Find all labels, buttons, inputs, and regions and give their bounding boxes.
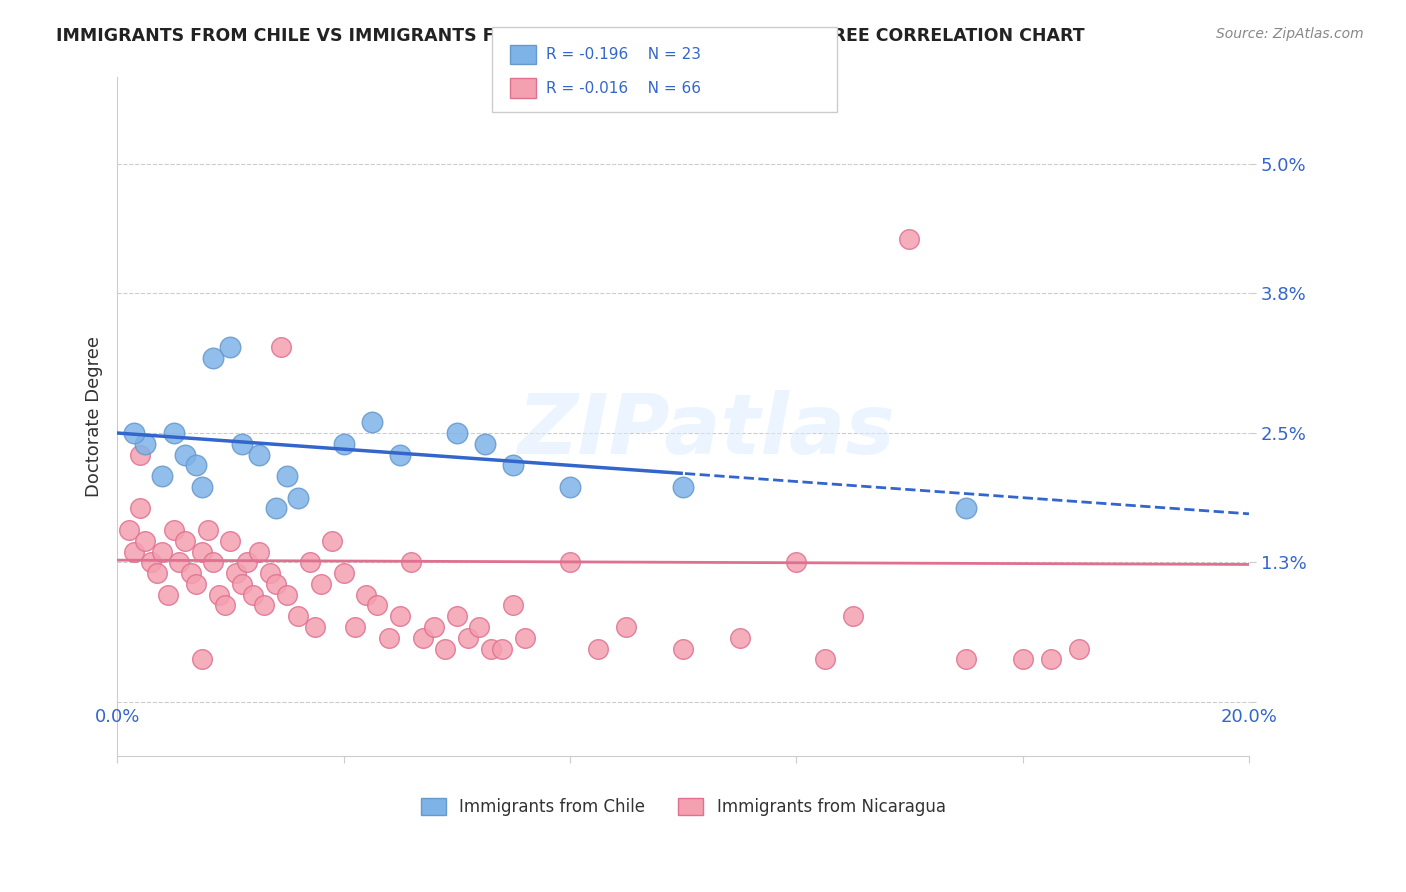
Point	[401, 555, 423, 569]
Point	[558, 480, 581, 494]
Point	[446, 609, 468, 624]
Point	[219, 533, 242, 548]
Point	[276, 469, 298, 483]
Point	[842, 609, 865, 624]
Point	[231, 577, 253, 591]
Text: R = -0.196    N = 23: R = -0.196 N = 23	[546, 47, 700, 62]
Point	[174, 533, 197, 548]
Point	[423, 620, 446, 634]
Point	[287, 609, 309, 624]
Point	[457, 631, 479, 645]
Point	[474, 437, 496, 451]
Point	[247, 544, 270, 558]
Point	[122, 544, 145, 558]
Point	[186, 458, 208, 473]
Point	[231, 437, 253, 451]
Point	[186, 577, 208, 591]
Point	[513, 631, 536, 645]
Point	[128, 501, 150, 516]
Point	[214, 599, 236, 613]
Point	[174, 448, 197, 462]
Point	[332, 437, 354, 451]
Point	[287, 491, 309, 505]
Text: 20.0%: 20.0%	[1220, 707, 1278, 726]
Text: Source: ZipAtlas.com: Source: ZipAtlas.com	[1216, 27, 1364, 41]
Text: R = -0.016    N = 66: R = -0.016 N = 66	[546, 81, 700, 95]
Point	[264, 501, 287, 516]
Point	[360, 415, 382, 429]
Point	[270, 340, 292, 354]
Point	[1039, 652, 1062, 666]
Point	[332, 566, 354, 580]
Point	[242, 588, 264, 602]
Point	[389, 609, 412, 624]
Point	[134, 437, 156, 451]
Point	[309, 577, 332, 591]
Point	[253, 599, 276, 613]
Point	[502, 599, 524, 613]
Point	[122, 425, 145, 440]
Point	[157, 588, 180, 602]
Point	[728, 631, 751, 645]
Point	[259, 566, 281, 580]
Point	[491, 641, 513, 656]
Point	[146, 566, 169, 580]
Point	[955, 501, 977, 516]
Legend: Immigrants from Chile, Immigrants from Nicaragua: Immigrants from Chile, Immigrants from N…	[413, 791, 952, 822]
Point	[152, 469, 174, 483]
Point	[434, 641, 457, 656]
Point	[479, 641, 502, 656]
Point	[191, 480, 214, 494]
Point	[208, 588, 231, 602]
Text: IMMIGRANTS FROM CHILE VS IMMIGRANTS FROM NICARAGUA DOCTORATE DEGREE CORRELATION : IMMIGRANTS FROM CHILE VS IMMIGRANTS FROM…	[56, 27, 1085, 45]
Text: ZIPatlas: ZIPatlas	[517, 390, 894, 471]
Point	[236, 555, 259, 569]
Point	[898, 232, 921, 246]
Point	[558, 555, 581, 569]
Point	[219, 340, 242, 354]
Point	[247, 448, 270, 462]
Point	[616, 620, 638, 634]
Point	[468, 620, 491, 634]
Point	[412, 631, 434, 645]
Point	[955, 652, 977, 666]
Point	[502, 458, 524, 473]
Point	[298, 555, 321, 569]
Point	[264, 577, 287, 591]
Point	[321, 533, 343, 548]
Point	[813, 652, 835, 666]
Point	[446, 425, 468, 440]
Point	[197, 523, 219, 537]
Point	[304, 620, 326, 634]
Point	[672, 480, 695, 494]
Point	[202, 555, 225, 569]
Point	[785, 555, 807, 569]
Point	[225, 566, 247, 580]
Point	[366, 599, 388, 613]
Point	[152, 544, 174, 558]
Point	[191, 544, 214, 558]
Point	[672, 641, 695, 656]
Point	[163, 425, 186, 440]
Text: 0.0%: 0.0%	[94, 707, 139, 726]
Point	[586, 641, 609, 656]
Point	[169, 555, 191, 569]
Point	[343, 620, 366, 634]
Point	[202, 351, 225, 365]
Y-axis label: Doctorate Degree: Doctorate Degree	[86, 336, 103, 498]
Point	[163, 523, 186, 537]
Point	[276, 588, 298, 602]
Point	[354, 588, 377, 602]
Point	[1069, 641, 1091, 656]
Point	[1011, 652, 1033, 666]
Point	[389, 448, 412, 462]
Point	[378, 631, 401, 645]
Point	[180, 566, 202, 580]
Point	[139, 555, 162, 569]
Point	[191, 652, 214, 666]
Point	[117, 523, 139, 537]
Point	[134, 533, 156, 548]
Point	[128, 448, 150, 462]
